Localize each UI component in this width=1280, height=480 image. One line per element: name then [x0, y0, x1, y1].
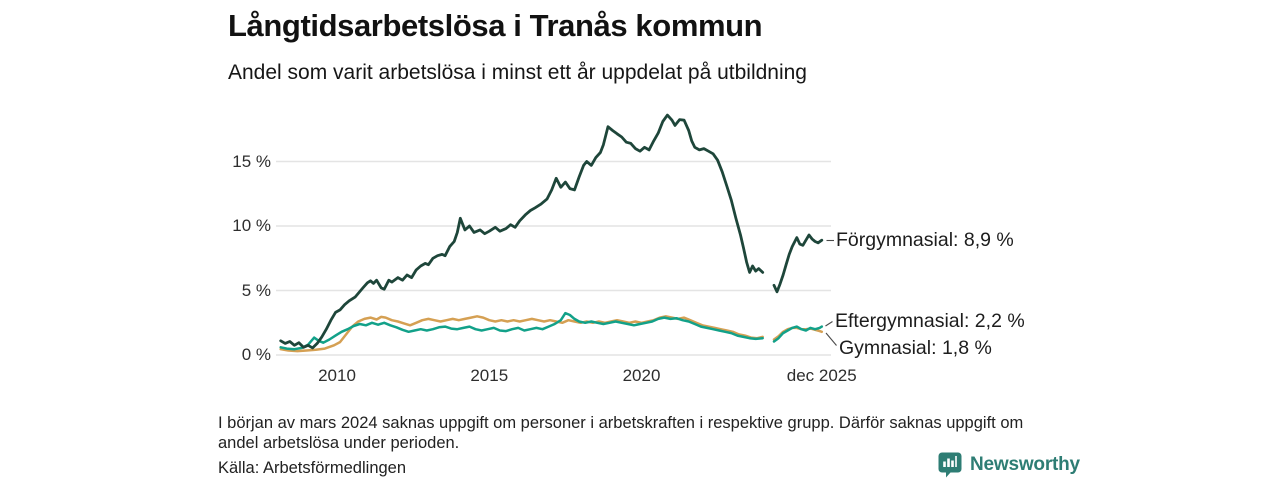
source-note: Källa: Arbetsförmedlingen [218, 459, 407, 477]
label-connector-eftergymnasial [825, 321, 833, 327]
y-tick-label: 15 % [232, 151, 271, 171]
x-tick-label: 2020 [622, 366, 661, 385]
y-tick-label: 0 % [241, 345, 271, 364]
series-line-forgymnasial [279, 113, 765, 350]
series-line-eftergymnasial [772, 325, 824, 343]
page-title: Långtidsarbetslösa i Tranås kommun [228, 8, 763, 43]
series-end-label-forgymnasial: Förgymnasial: 8,9 % [836, 229, 1014, 251]
series-end-label-eftergymnasial: Eftergymnasial: 2,2 % [835, 310, 1025, 332]
series-line-forgymnasial [772, 233, 824, 294]
x-tick-label: 2015 [470, 366, 509, 385]
series-end-label-gymnasial: Gymnasial: 1,8 % [839, 337, 992, 359]
label-connector-gymnasial [825, 332, 837, 346]
x-tick-label: dec 2025 [786, 366, 857, 385]
y-tick-label: 5 % [241, 280, 271, 300]
series-line-eftergymnasial [279, 311, 764, 351]
newsworthy-logo-icon [938, 452, 962, 477]
footnote: I början av mars 2024 saknas uppgift om … [218, 414, 1024, 453]
series-line-gymnasial [279, 315, 764, 353]
x-tick-label: 2010 [318, 366, 356, 385]
y-tick-label: 10 % [232, 216, 271, 235]
brand: Newsworthy [938, 451, 1080, 479]
chart-subtitle: Andel som varit arbetslösa i minst ett å… [228, 61, 807, 84]
brand-name: Newsworthy [970, 454, 1080, 475]
